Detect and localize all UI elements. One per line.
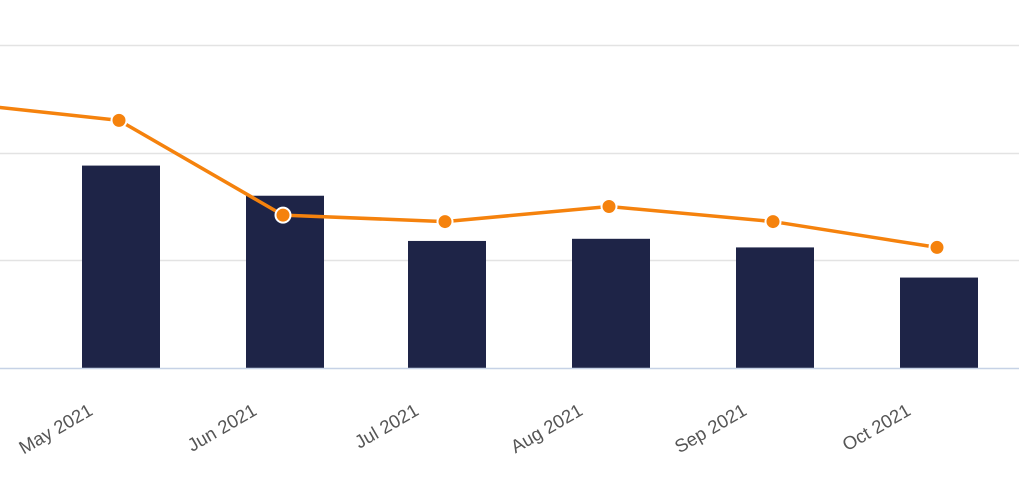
x-axis-tick-labels: May 2021 Jun 2021 Jul 2021 Aug 2021 Sep 2021… (15, 399, 914, 458)
line-point-6 (928, 238, 946, 256)
line-point-2 (274, 206, 292, 224)
line-point-5 (764, 213, 782, 231)
x-tick-label-2: Jun 2021 (184, 399, 260, 455)
grid-layer (0, 44, 1019, 262)
x-tick-label-6: Oct 2021 (838, 399, 914, 455)
x-tick-label-5: Sep 2021 (671, 399, 750, 457)
x-tick-label-4: Aug 2021 (507, 399, 586, 457)
bar-5 (736, 247, 814, 368)
bar-6 (900, 277, 978, 368)
line-point-3 (436, 213, 454, 231)
bar-2 (246, 195, 324, 368)
x-tick-label-3: Jul 2021 (351, 399, 422, 452)
line-series (0, 105, 946, 256)
x-tick-label-1: May 2021 (15, 399, 96, 458)
line-point-4 (600, 198, 618, 215)
bar-series (82, 165, 978, 368)
line-point-1 (110, 111, 128, 129)
bar-3 (408, 240, 486, 368)
bar-4 (572, 238, 650, 368)
bar-1 (82, 165, 160, 368)
